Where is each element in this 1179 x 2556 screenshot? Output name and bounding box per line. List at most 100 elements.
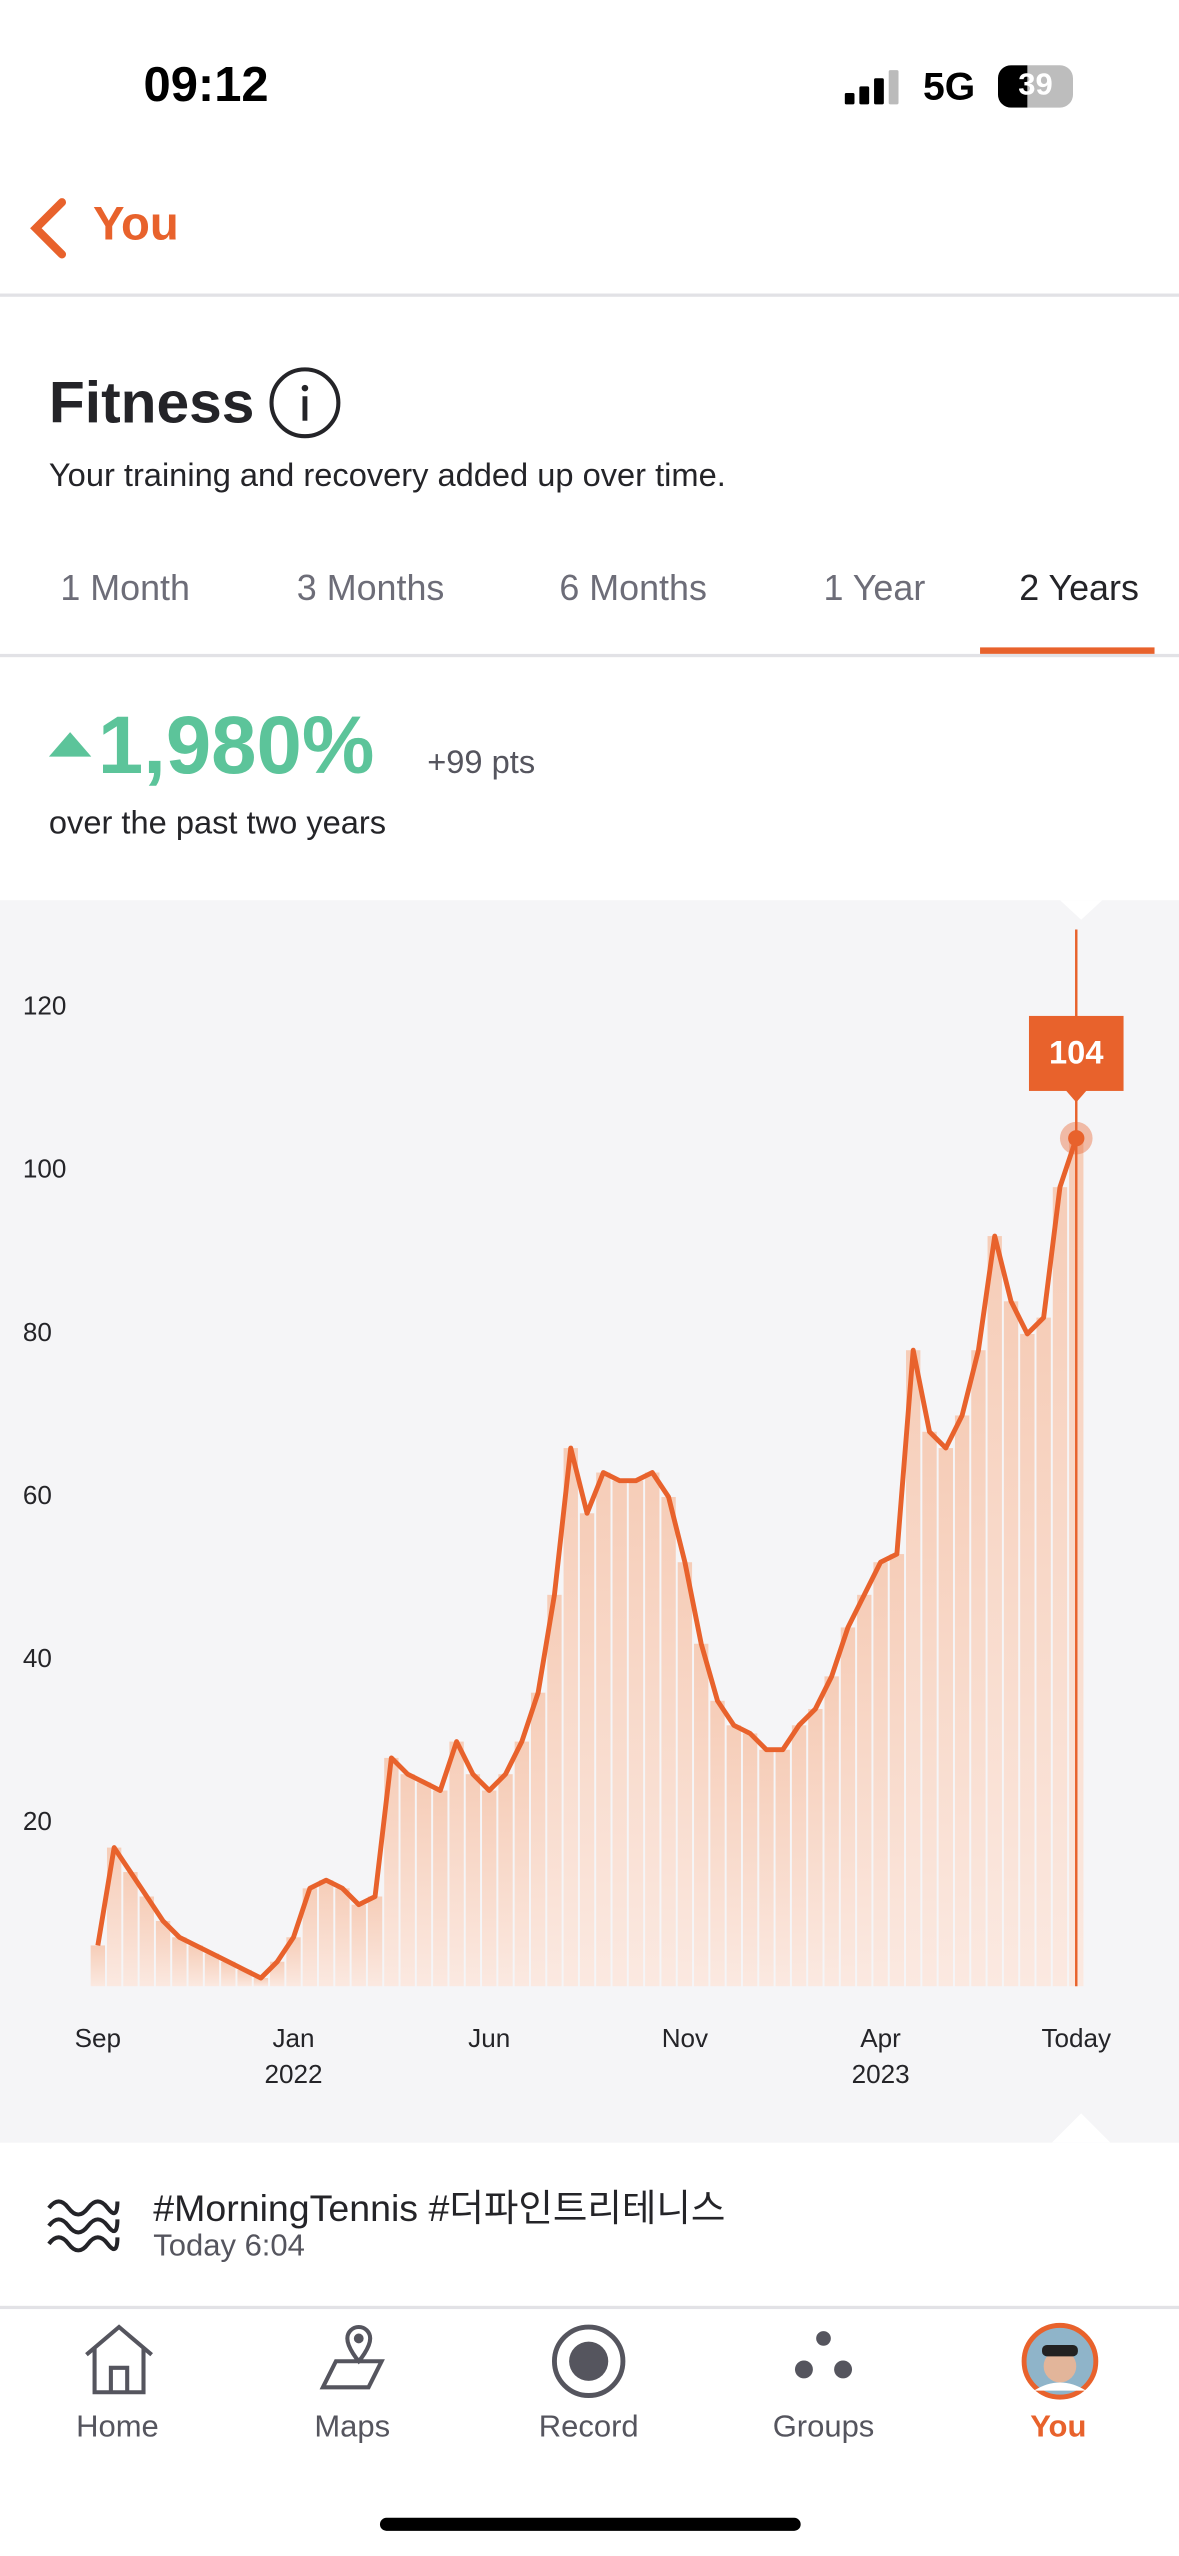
area-bar <box>253 1978 269 1987</box>
period: over the past two years <box>48 805 387 842</box>
area-bar <box>155 1920 171 1987</box>
area-bar <box>612 1480 627 1987</box>
tooltip-bg <box>1028 1015 1124 1091</box>
tooltip-pointer <box>1064 1089 1088 1103</box>
tab[interactable]: 1 Year <box>823 567 926 609</box>
y-tick-label: 60 <box>23 1480 52 1510</box>
area-bar <box>824 1676 839 1987</box>
y-tick-label: 40 <box>23 1643 52 1673</box>
fitness-title: Fitness <box>48 368 255 436</box>
battery: 39 <box>997 65 1074 108</box>
notch <box>0 900 1179 920</box>
signal-icon <box>844 70 899 105</box>
x-tick-label: Sep <box>75 2023 121 2053</box>
area-bar <box>791 1725 807 1987</box>
area-bar <box>547 1594 562 1987</box>
area-bar <box>775 1749 790 1987</box>
area-bar <box>645 1472 660 1987</box>
change-percent: 1,980% <box>97 699 375 791</box>
up-arrow <box>48 732 92 757</box>
area-bar <box>139 1896 154 1987</box>
nav-label-active[interactable]: You <box>1030 2410 1087 2445</box>
area-bar <box>188 1945 203 1987</box>
area-bar <box>498 1774 513 1987</box>
area-bar <box>563 1448 578 1987</box>
area-bar <box>873 1562 888 1987</box>
area-bar <box>367 1896 383 1987</box>
area-bar <box>335 1888 350 1987</box>
nav-label[interactable]: Record <box>538 2410 639 2445</box>
area-bar <box>579 1513 595 1987</box>
x-tick-label: Nov <box>662 2023 708 2053</box>
area-bar <box>742 1733 758 1987</box>
area-bar <box>1036 1317 1051 1987</box>
area-bar <box>710 1700 725 1987</box>
area-bar <box>596 1472 611 1987</box>
x-tick-label: Jan <box>273 2023 315 2053</box>
area-bar <box>677 1562 693 1987</box>
area-bar <box>416 1782 432 1987</box>
area-bar <box>172 1937 187 1987</box>
home-icon[interactable] <box>82 2322 157 2397</box>
area-bar <box>938 1448 953 1987</box>
info-icon[interactable] <box>267 365 342 440</box>
x-tick-label: Today <box>1041 2023 1111 2053</box>
status-time: 09:12 <box>143 58 269 113</box>
line <box>95 1137 1079 1981</box>
maps-icon[interactable] <box>316 2322 391 2397</box>
area-bar <box>759 1749 774 1987</box>
divider <box>0 2305 1179 2310</box>
area-bar <box>661 1496 676 1987</box>
area-bar <box>221 1961 236 1987</box>
area-bar <box>628 1480 644 1987</box>
nav-label[interactable]: Groups <box>772 2410 875 2445</box>
battery-level: 39 <box>1018 68 1053 103</box>
points: +99 pts <box>427 745 536 782</box>
back-label[interactable]: You <box>92 198 179 252</box>
nav-label[interactable]: Maps <box>314 2410 391 2445</box>
area-bar <box>123 1872 138 1987</box>
area-bar <box>808 1708 823 1987</box>
area-bar <box>906 1350 921 1987</box>
divider <box>0 653 1179 658</box>
area-bar <box>204 1953 220 1987</box>
x-tick-label: Jun <box>468 2023 510 2053</box>
area-bar <box>302 1888 318 1987</box>
area-bar <box>1003 1301 1019 1987</box>
area-bar <box>954 1415 970 1987</box>
area-bar <box>530 1692 546 1987</box>
area-bar <box>482 1790 497 1987</box>
record-icon[interactable] <box>550 2322 628 2400</box>
tab[interactable]: 3 Months <box>296 567 445 609</box>
area-bar <box>1020 1333 1035 1987</box>
x-year-label: 2022 <box>265 2059 323 2089</box>
area-bar <box>318 1880 334 1987</box>
divider <box>0 293 1179 297</box>
activity-icon <box>47 2199 120 2253</box>
tab[interactable]: 6 Months <box>559 567 707 609</box>
area-bar <box>90 1945 106 1987</box>
area-bar <box>433 1790 448 1987</box>
area-bar <box>514 1741 529 1987</box>
chart: 20 40 60 80 100 120 104 Sep Jan Jun Nov Apr Today 202… <box>0 900 1179 2089</box>
area-bar <box>384 1757 399 1987</box>
area-bar <box>987 1236 1002 1987</box>
tab-selected[interactable]: 2 Years <box>1019 567 1139 609</box>
y-tick-label: 100 <box>23 1154 67 1184</box>
y-tick-label: 20 <box>23 1806 52 1836</box>
network: 5G <box>922 65 976 110</box>
area-bar <box>726 1725 741 1987</box>
tab[interactable]: 1 Month <box>60 567 190 609</box>
area-bar <box>465 1774 481 1987</box>
activity-title[interactable]: #MorningTennis #더파인트리테니스 <box>153 2186 726 2230</box>
home-indicator <box>379 2517 801 2531</box>
x-tick-label: Apr <box>860 2023 901 2053</box>
nav-label[interactable]: Home <box>76 2410 159 2445</box>
back-arrow[interactable] <box>23 196 72 261</box>
area-bar <box>889 1554 905 1987</box>
area-bar <box>971 1350 986 1987</box>
avatar[interactable] <box>1021 2322 1099 2400</box>
groups-icon[interactable] <box>786 2329 861 2394</box>
